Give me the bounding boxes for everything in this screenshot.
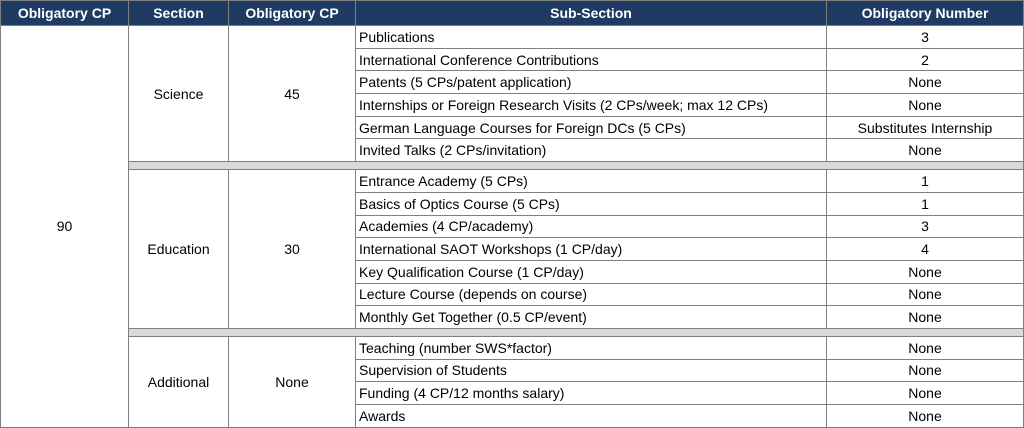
table-row: 90 Science 45 Publications 3 [0,24,1024,428]
sub-section-cell: Funding (4 CP/12 months salary) [355,381,827,405]
separator-cell [128,161,1024,171]
table-row: Education 30 Entrance Academy (5 CPs) 1 [1,169,1024,329]
table-row: Invited Talks (2 CPs/invitation) None [1,138,1024,163]
header-obligatory-cp-total: Obligatory CP [0,0,129,26]
sub-section-cell: Entrance Academy (5 CPs) [355,169,827,193]
sub-section-cell: Awards [355,404,827,428]
section-name: Science [128,24,229,163]
obligatory-number-cell: None [826,282,1024,307]
table-row: International SAOT Workshops (1 CP/day) … [1,237,1024,261]
obligatory-number-cell: None [826,70,1024,95]
obligatory-number-cell: 4 [826,237,1024,261]
header-row: Obligatory CP Section Obligatory CP Sub-… [0,0,1024,26]
section-name: Additional [128,335,229,428]
obligatory-number-cell: 3 [826,214,1024,239]
sub-section-cell: Supervision of Students [355,358,827,383]
section-cp: 30 [228,169,356,329]
table-row: Awards None [1,404,1024,428]
sub-section-cell: Academies (4 CP/academy) [355,214,827,239]
sub-section-cell: International Conference Contributions [355,47,827,72]
sub-section-cell: German Language Courses for Foreign DCs … [355,115,827,140]
table-row: Academies (4 CP/academy) 3 [1,214,1024,239]
sub-section-cell: Monthly Get Together (0.5 CP/event) [355,305,827,329]
obligatory-number-cell: None [826,259,1024,284]
obligatory-number-cell: 2 [826,47,1024,72]
table-row: Basics of Optics Course (5 CPs) 1 [1,191,1024,216]
obligatory-number-cell: None [826,305,1024,329]
section-separator [1,327,1024,337]
obligatory-number-cell: None [826,358,1024,383]
table-row: German Language Courses for Foreign DCs … [1,115,1024,140]
table-row: Funding (4 CP/12 months salary) None [1,381,1024,405]
obligatory-number-cell: None [826,335,1024,360]
obligatory-number-cell: 1 [826,169,1024,193]
sub-section-cell: Teaching (number SWS*factor) [355,335,827,360]
obligatory-number-cell: Substitutes Internship [826,115,1024,140]
header-section: Section [128,0,229,26]
obligatory-number-cell: 3 [826,25,1024,49]
separator-cell [128,327,1024,337]
obligatory-number-cell: 1 [826,191,1024,216]
table-row: Additional None Teaching (number SWS*fac… [1,335,1024,428]
section-name: Education [128,169,229,329]
sub-section-cell: Basics of Optics Course (5 CPs) [355,191,827,216]
header-obligatory-cp-section: Obligatory CP [228,0,356,26]
sub-section-cell: Publications [355,25,827,49]
section-cp: None [228,335,356,428]
sub-section-cell: Invited Talks (2 CPs/invitation) [355,138,827,163]
obligatory-number-cell: None [826,404,1024,428]
sub-section-cell: International SAOT Workshops (1 CP/day) [355,237,827,261]
obligatory-number-cell: None [826,138,1024,163]
sub-section-cell: Lecture Course (depends on course) [355,282,827,307]
header-obligatory-number: Obligatory Number [826,0,1024,26]
obligatory-number-cell: None [826,381,1024,405]
obligatory-number-cell: None [826,93,1024,117]
total-cp-cell: 90 [0,25,129,428]
sub-section-cell: Patents (5 CPs/patent application) [355,70,827,95]
header-sub-section: Sub-Section [355,0,827,26]
section-separator [1,161,1024,171]
section-cp: 45 [228,24,356,163]
sub-section-cell: Internships or Foreign Research Visits (… [355,93,827,117]
sub-section-cell: Key Qualification Course (1 CP/day) [355,259,827,284]
